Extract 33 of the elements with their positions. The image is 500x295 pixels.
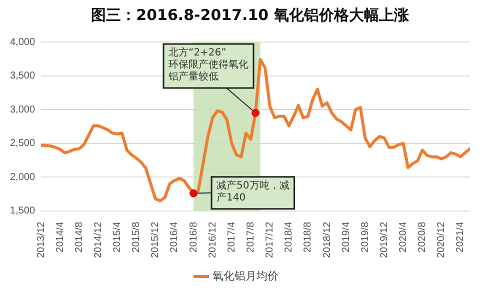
x-tick-label: 2018/12: [322, 221, 333, 258]
x-tick-label: 2015/12: [150, 221, 162, 258]
annotation: 北方“2+26”环保限产使得氧化铝产量较低: [168, 46, 249, 83]
x-tick-label: 2015/8: [131, 221, 142, 252]
y-tick-label: 1,500: [10, 206, 36, 217]
x-tick-label: 2017/8: [245, 221, 256, 252]
x-tick-label: 2020/12: [436, 221, 448, 258]
x-tick-label: 2018/4: [284, 221, 295, 252]
x-tick-label: 2017/12: [264, 221, 276, 258]
x-tick-label: 2019/12: [378, 221, 390, 258]
x-tick-label: 2016/4: [169, 221, 180, 252]
y-tick-label: 3,500: [10, 70, 36, 82]
x-tick-label: 2021/4: [455, 221, 466, 252]
x-tick-label: 2020/8: [417, 221, 428, 252]
x-tick-label: 2019/4: [340, 221, 352, 252]
x-tick-label: 2013/12: [36, 221, 47, 258]
y-tick-label: 3,000: [10, 104, 36, 116]
legend-label: 氧化铝月均价: [212, 270, 278, 283]
x-tick-label: 2016/12: [207, 221, 218, 258]
x-tick-label: 2017/4: [226, 221, 238, 252]
x-tick-label: 2018/8: [302, 221, 314, 252]
x-tick-label: 2014/4: [54, 221, 66, 252]
chart-title: 图三：2016.8-2017.10 氧化铝价格大幅上涨: [90, 5, 410, 26]
x-tick-label: 2015/4: [112, 221, 124, 252]
annotation: 减产50万吨，减产140: [216, 179, 290, 204]
x-tick-label: 2020/4: [398, 221, 410, 252]
x-tick-label: 2016/8: [188, 221, 200, 252]
y-tick-label: 2,500: [10, 138, 36, 150]
y-tick-label: 2,000: [10, 172, 36, 183]
x-tick-label: 2014/8: [74, 221, 85, 252]
x-tick-label: 2019/8: [360, 221, 371, 252]
x-tick-label: 2014/12: [92, 221, 104, 258]
y-tick-label: 4,000: [10, 36, 36, 48]
